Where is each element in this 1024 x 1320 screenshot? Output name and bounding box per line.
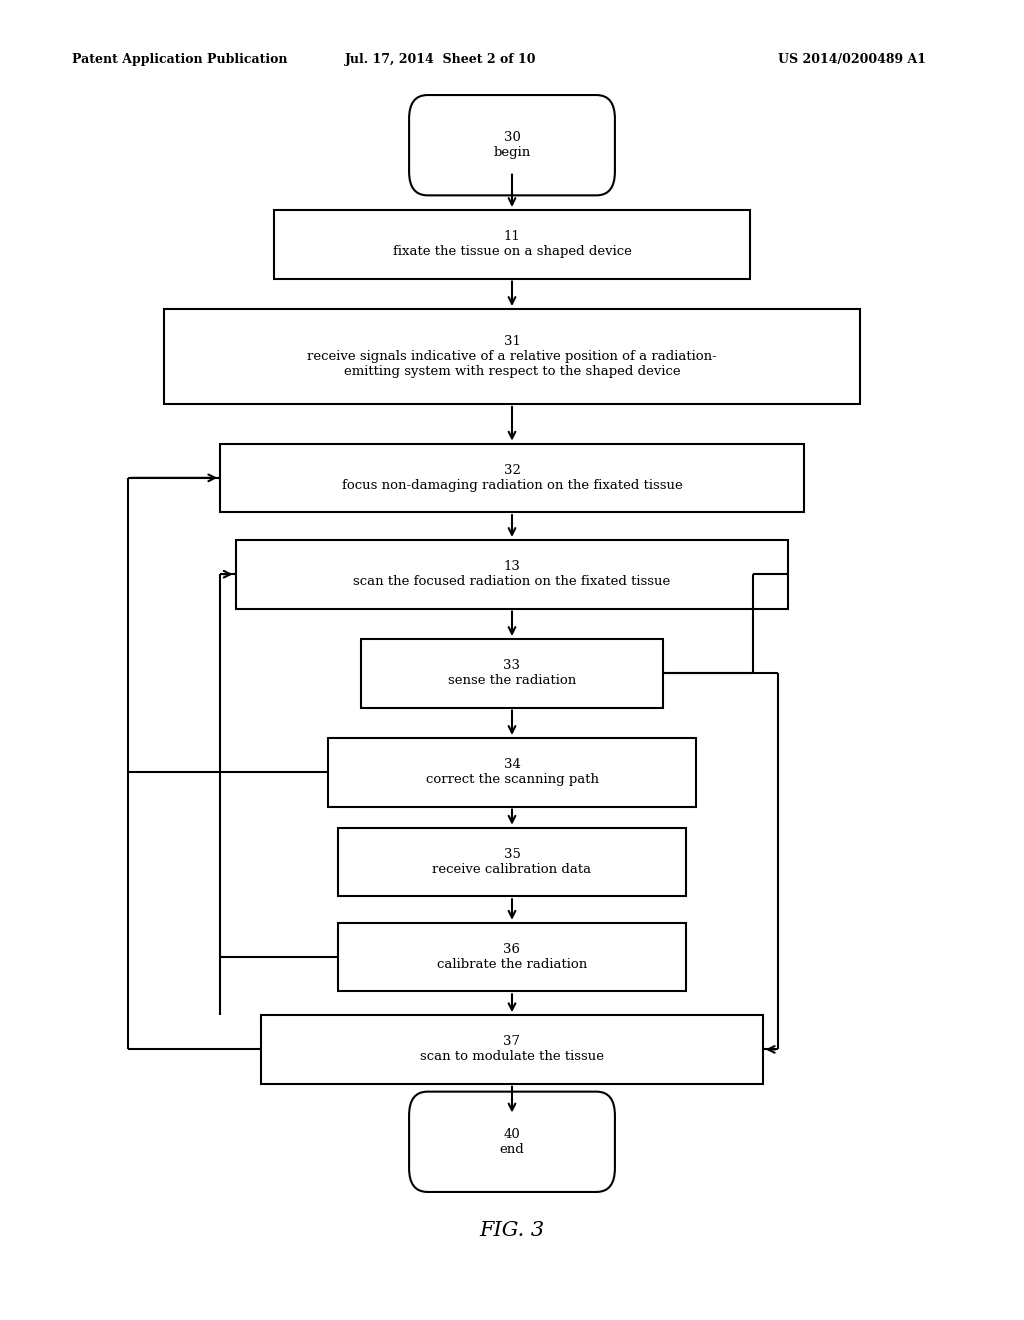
Text: 35
receive calibration data: 35 receive calibration data [432,847,592,876]
Text: 36
calibrate the radiation: 36 calibrate the radiation [437,942,587,972]
Text: 32
focus non-damaging radiation on the fixated tissue: 32 focus non-damaging radiation on the f… [342,463,682,492]
Text: 31
receive signals indicative of a relative position of a radiation-
emitting sy: 31 receive signals indicative of a relat… [307,335,717,378]
Text: Jul. 17, 2014  Sheet 2 of 10: Jul. 17, 2014 Sheet 2 of 10 [344,53,537,66]
FancyBboxPatch shape [361,639,664,708]
Text: Patent Application Publication: Patent Application Publication [72,53,287,66]
FancyBboxPatch shape [220,444,804,512]
Text: 40
end: 40 end [500,1127,524,1156]
Text: 33
sense the radiation: 33 sense the radiation [447,659,577,688]
FancyBboxPatch shape [328,738,696,807]
Text: US 2014/0200489 A1: US 2014/0200489 A1 [778,53,927,66]
FancyBboxPatch shape [273,210,750,279]
Text: 37
scan to modulate the tissue: 37 scan to modulate the tissue [420,1035,604,1064]
Text: 11
fixate the tissue on a shaped device: 11 fixate the tissue on a shaped device [392,230,632,259]
FancyBboxPatch shape [338,923,686,991]
FancyBboxPatch shape [236,540,788,609]
Text: 34
correct the scanning path: 34 correct the scanning path [426,758,598,787]
FancyBboxPatch shape [338,828,686,896]
Text: 13
scan the focused radiation on the fixated tissue: 13 scan the focused radiation on the fix… [353,560,671,589]
FancyBboxPatch shape [409,95,614,195]
FancyBboxPatch shape [164,309,860,404]
FancyBboxPatch shape [409,1092,614,1192]
Text: 30
begin: 30 begin [494,131,530,160]
FancyBboxPatch shape [261,1015,763,1084]
Text: FIG. 3: FIG. 3 [479,1221,545,1239]
